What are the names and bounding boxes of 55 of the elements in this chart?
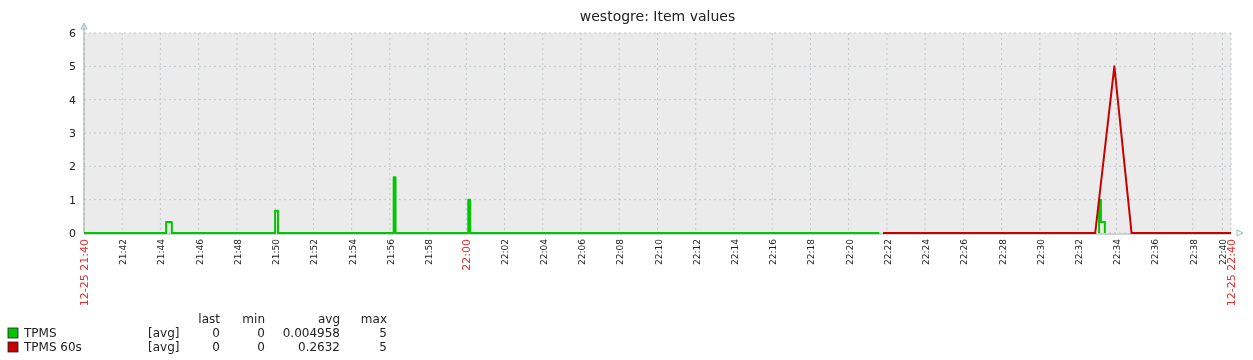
y-tick-label: 3 bbox=[69, 127, 76, 140]
x-tick-label: 21:46 bbox=[194, 238, 205, 265]
x-tick-label: 22:02 bbox=[500, 239, 511, 265]
x-tick-label: 22:14 bbox=[729, 238, 740, 265]
y-tick-label: 0 bbox=[69, 227, 76, 240]
x-tick-label: 12-25 21:40 bbox=[78, 239, 91, 307]
x-tick-label: 22:10 bbox=[653, 238, 664, 265]
text: 0 bbox=[212, 326, 220, 340]
x-tick-label: 22:18 bbox=[806, 238, 817, 265]
x-tick-label: 22:20 bbox=[844, 238, 855, 265]
x-tick-label: 12-25 22:40 bbox=[1225, 239, 1238, 307]
y-tick-label: 2 bbox=[69, 160, 76, 174]
text: [avg] bbox=[148, 326, 180, 340]
text: min bbox=[242, 312, 265, 326]
x-tick-label: 22:22 bbox=[882, 239, 893, 265]
legend-label: TPMS bbox=[23, 326, 57, 340]
text: 0.2632 bbox=[298, 340, 340, 354]
x-tick-label: 21:52 bbox=[309, 239, 320, 265]
text: 0.004958 bbox=[282, 326, 340, 340]
x-tick-label: 21:58 bbox=[424, 238, 435, 265]
x-tick-label: 22:06 bbox=[577, 238, 587, 265]
chart-title: westogre: Item values bbox=[579, 8, 736, 24]
x-tick-label: 22:24 bbox=[921, 238, 932, 265]
text: 5 bbox=[379, 340, 387, 354]
x-tick-label: 22:28 bbox=[997, 238, 1008, 265]
x-tick-label: 21:50 bbox=[271, 238, 282, 265]
x-tick-label: 21:48 bbox=[232, 238, 243, 265]
text: 0 bbox=[257, 326, 265, 340]
y-tick-label: 5 bbox=[69, 60, 76, 74]
y-tick-label: 1 bbox=[69, 193, 76, 207]
x-tick-label: 22:38 bbox=[1188, 238, 1199, 265]
x-tick-label: 22:26 bbox=[959, 238, 970, 265]
text: 0 bbox=[257, 340, 265, 354]
text: 0 bbox=[212, 340, 220, 354]
text: [avg] bbox=[148, 340, 180, 354]
text: avg bbox=[317, 312, 340, 326]
x-tick-label: 22:08 bbox=[615, 238, 626, 265]
x-tick-label: 22:34 bbox=[1112, 238, 1123, 265]
y-tick-label: 4 bbox=[69, 93, 76, 107]
x-tick-label: 22:16 bbox=[768, 238, 779, 265]
text: max bbox=[360, 312, 387, 326]
x-tick-label: 21:54 bbox=[347, 238, 358, 265]
x-tick-label: 22:12 bbox=[691, 239, 702, 265]
x-tick-label: 21:56 bbox=[385, 238, 396, 265]
x-tick-label: 21:42 bbox=[118, 239, 129, 265]
text: last bbox=[198, 312, 221, 326]
x-tick-label: 21:44 bbox=[156, 238, 167, 265]
x-tick-label: 22:04 bbox=[538, 238, 549, 265]
text: 5 bbox=[379, 326, 387, 340]
x-tick-label: 22:30 bbox=[1035, 238, 1046, 265]
x-tick-label: 22:36 bbox=[1150, 238, 1161, 265]
x-tick-label: 22:00 bbox=[460, 239, 474, 271]
y-tick-label: 6 bbox=[69, 27, 76, 40]
legend-label: TPMS 60s bbox=[23, 340, 82, 354]
x-tick-label: 22:32 bbox=[1073, 239, 1084, 265]
